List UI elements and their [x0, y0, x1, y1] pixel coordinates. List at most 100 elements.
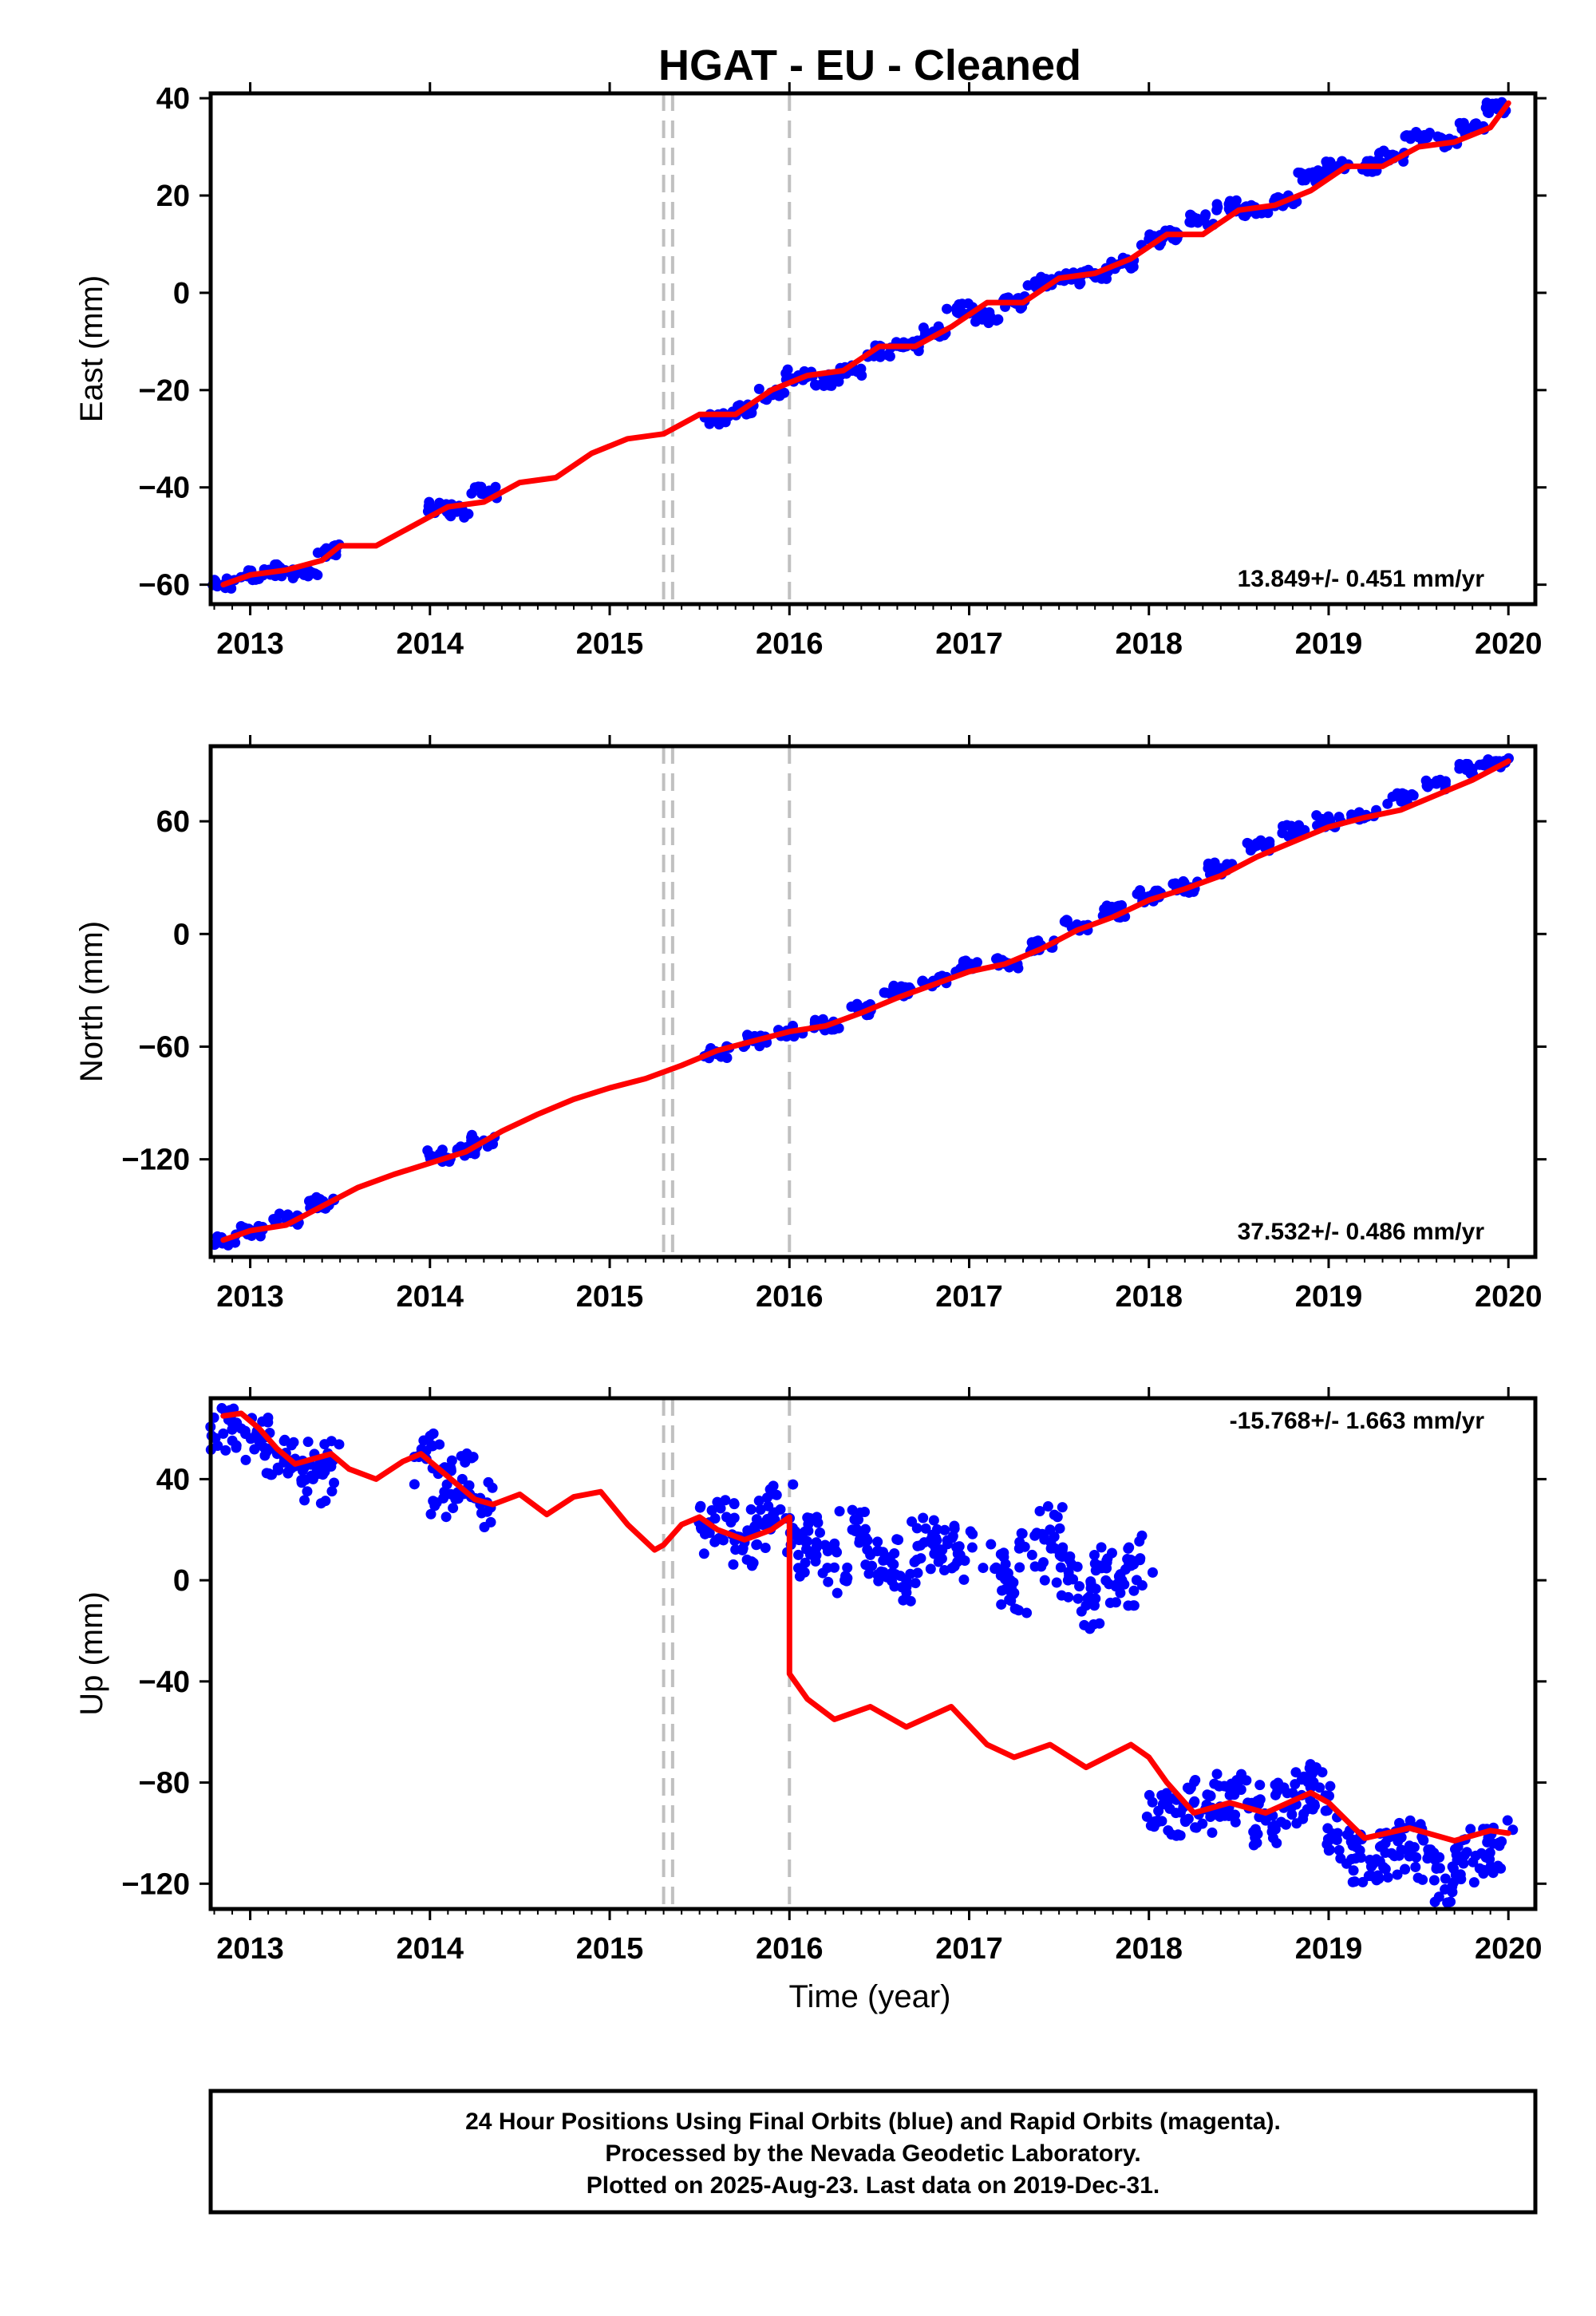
up-data-point	[800, 1536, 812, 1547]
up-data-point	[709, 1513, 721, 1524]
up-data-point	[1308, 1777, 1319, 1788]
up-data-point	[1217, 1808, 1228, 1820]
north-y-tick-label: −120	[121, 1144, 190, 1177]
up-data-point	[1074, 1581, 1085, 1592]
up-data-point	[1325, 1780, 1336, 1792]
up-data-point	[859, 1507, 870, 1518]
up-data-point	[1230, 1779, 1241, 1790]
up-data-point	[1347, 1876, 1358, 1887]
east-data-point	[1239, 211, 1250, 222]
up-data-point	[1123, 1600, 1134, 1611]
up-y-tick-label: 40	[156, 1463, 190, 1496]
east-data-point	[472, 481, 484, 492]
up-data-point	[1113, 1571, 1124, 1582]
east-data-point	[875, 351, 886, 362]
up-data-point	[1144, 1789, 1155, 1800]
up-data-point	[446, 1455, 457, 1466]
up-data-point	[302, 1437, 314, 1448]
east-data-point	[942, 303, 953, 314]
east-data-point	[920, 327, 931, 338]
north-x-tick-label: 2015	[576, 1280, 644, 1314]
up-data-point	[297, 1465, 308, 1476]
north-data-point	[437, 1144, 448, 1156]
east-data-point	[1036, 271, 1047, 283]
up-data-point	[1008, 1577, 1019, 1588]
up-data-point	[939, 1524, 950, 1535]
up-data-point	[288, 1437, 299, 1448]
up-data-point	[1147, 1567, 1158, 1578]
up-data-point	[751, 1539, 762, 1551]
up-data-point	[1307, 1768, 1318, 1779]
up-data-point	[220, 1445, 231, 1456]
up-data-point	[1034, 1505, 1045, 1516]
up-data-point	[713, 1532, 725, 1543]
up-data-point	[1252, 1828, 1263, 1840]
north-data-point	[466, 1135, 477, 1146]
up-data-point	[485, 1516, 496, 1528]
up-data-point	[1287, 1788, 1298, 1799]
up-data-point	[1440, 1873, 1451, 1884]
up-data-point	[1333, 1844, 1345, 1856]
up-data-point	[760, 1543, 771, 1554]
up-data-point	[1039, 1575, 1050, 1586]
up-data-point	[823, 1576, 834, 1587]
up-data-point	[910, 1578, 921, 1589]
up-data-point	[775, 1504, 786, 1515]
east-data-point	[271, 559, 282, 570]
east-x-tick-label: 2020	[1475, 627, 1543, 661]
north-data-points	[209, 753, 1515, 1251]
up-plot-frame	[208, 1396, 1538, 1911]
up-data-point	[862, 1535, 873, 1546]
north-data-point	[311, 1192, 322, 1203]
up-data-point	[812, 1517, 824, 1528]
north-data-point	[743, 1030, 754, 1041]
east-x-tick-label: 2013	[216, 627, 284, 661]
up-data-point	[839, 1575, 851, 1586]
up-data-point	[1065, 1551, 1076, 1562]
up-data-point	[440, 1512, 452, 1523]
east-data-point	[720, 417, 731, 428]
up-data-point	[911, 1523, 922, 1534]
up-data-point	[849, 1514, 860, 1525]
up-data-point	[334, 1439, 345, 1450]
up-data-point	[1229, 1789, 1240, 1800]
up-data-point	[793, 1549, 804, 1560]
up-data-point	[935, 1544, 946, 1555]
east-data-point	[704, 418, 715, 429]
up-data-point	[1063, 1567, 1074, 1578]
up-data-point	[811, 1543, 822, 1554]
up-data-point	[1459, 1850, 1470, 1861]
up-data-point	[834, 1506, 845, 1517]
up-data-point	[728, 1559, 739, 1570]
up-data-point	[1324, 1844, 1335, 1856]
up-data-point	[1036, 1561, 1047, 1572]
up-data-point	[1207, 1827, 1218, 1838]
up-data-point	[1382, 1871, 1393, 1883]
east-data-point	[321, 543, 332, 554]
up-data-point	[814, 1527, 825, 1538]
up-model-line	[220, 1410, 1511, 1844]
up-data-point	[938, 1564, 950, 1575]
up-data-point	[1009, 1603, 1021, 1614]
up-data-point	[1161, 1795, 1172, 1806]
up-data-point	[1481, 1851, 1492, 1862]
east-data-point	[811, 380, 822, 391]
up-data-point	[1049, 1509, 1060, 1520]
up-x-tick-label: 2019	[1295, 1932, 1363, 1966]
up-data-point	[768, 1488, 780, 1500]
north-data-point	[851, 998, 863, 1010]
up-data-point	[1320, 1805, 1331, 1816]
north-data-point	[1387, 791, 1398, 802]
up-data-point	[1119, 1579, 1130, 1590]
footer-frame	[208, 2089, 1538, 2215]
north-data-point	[1316, 814, 1327, 825]
up-data-point	[1084, 1591, 1095, 1603]
east-x-tick-label: 2018	[1115, 627, 1183, 661]
up-data-point	[790, 1526, 801, 1537]
up-y-tick-label: −40	[139, 1666, 190, 1699]
up-data-point	[1417, 1834, 1428, 1845]
up-y-axis-label: Up (mm)	[74, 1591, 109, 1716]
east-data-point	[490, 481, 501, 492]
up-data-point	[445, 1464, 456, 1475]
